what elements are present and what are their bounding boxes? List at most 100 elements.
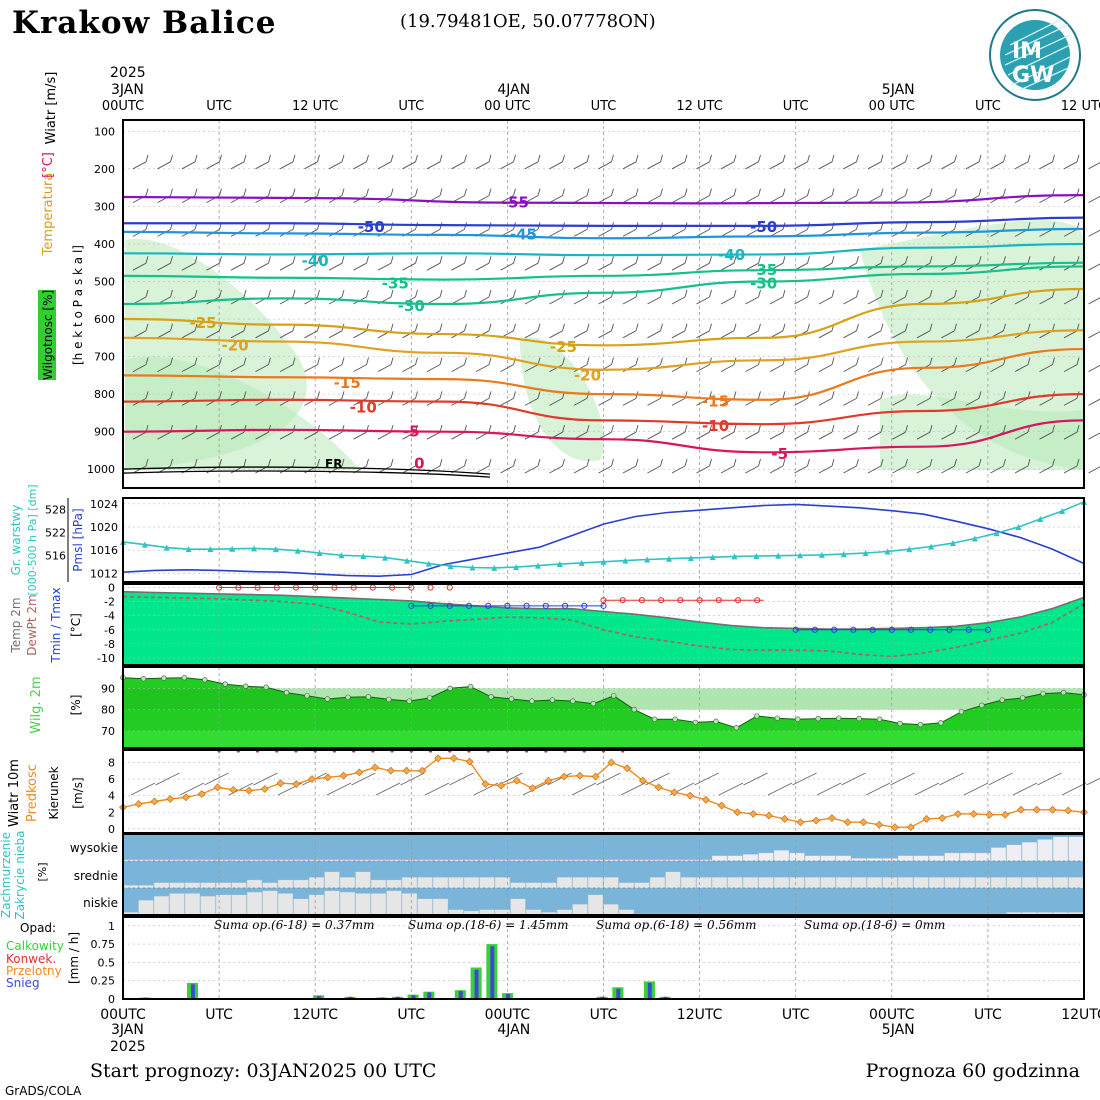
wind-barb xyxy=(145,188,149,196)
wind-barb xyxy=(255,262,269,271)
wind-barb xyxy=(598,431,612,440)
wind-speed-marker xyxy=(843,818,852,827)
cloud-bar xyxy=(618,882,635,889)
wind-speed-marker xyxy=(292,780,301,788)
humidity-marker xyxy=(958,709,965,715)
wind-barb xyxy=(671,431,686,440)
cloud-bar xyxy=(432,898,449,916)
cloud-bar xyxy=(463,877,480,889)
wind-barb xyxy=(892,431,906,440)
cloud-bar xyxy=(603,904,619,916)
wind-barb xyxy=(611,458,614,467)
wind-barb xyxy=(696,397,710,406)
wind-barb xyxy=(647,195,661,204)
wind-barb xyxy=(647,161,661,170)
wind-speed-marker xyxy=(229,785,238,794)
cloud-bar xyxy=(897,877,914,889)
isotherm-label: 0 xyxy=(414,455,424,473)
humidity-marker xyxy=(1060,689,1067,696)
wind-barb xyxy=(880,357,884,365)
wind-barb xyxy=(562,323,565,331)
cloud-bar xyxy=(556,877,573,889)
wind-barb xyxy=(1003,222,1006,230)
wind-barb xyxy=(807,256,810,264)
wind-barb xyxy=(720,364,735,372)
panel-frame xyxy=(122,916,1085,1000)
wind-barb xyxy=(488,256,492,264)
wind-barb xyxy=(451,431,465,440)
wind-barb xyxy=(219,154,222,162)
humidity-marker xyxy=(304,693,310,699)
wind-speed-marker xyxy=(150,797,159,806)
wind-barb xyxy=(145,458,149,467)
wind-barb xyxy=(660,357,663,365)
humidity-marker xyxy=(651,716,658,722)
cloud-bar xyxy=(990,877,1007,889)
wind-speed-marker xyxy=(906,823,915,832)
thickness-marker xyxy=(316,549,323,556)
wind-barb xyxy=(317,256,320,264)
wind-barb xyxy=(758,425,761,433)
wind-barb xyxy=(622,431,637,440)
wind-barb xyxy=(586,458,590,467)
wind-barb xyxy=(366,256,369,264)
wind-barb xyxy=(978,425,982,433)
wind-barb xyxy=(328,364,343,372)
wind-barb xyxy=(880,391,884,399)
wind-barb xyxy=(366,188,369,196)
axis-label-temp-unit: [°C] xyxy=(69,613,83,637)
cloud-bar xyxy=(355,893,371,916)
wind-barb xyxy=(464,323,467,331)
wind-barb xyxy=(219,256,222,264)
cloud-bar xyxy=(866,858,883,862)
thickness-tick: 516 xyxy=(45,549,66,562)
wind-barb xyxy=(537,256,541,264)
cloud-bar xyxy=(246,879,263,889)
wind-barb xyxy=(268,188,271,196)
wind-barb xyxy=(537,458,541,467)
wind-barb xyxy=(402,364,416,372)
wind-barb xyxy=(219,458,222,467)
wind-barb xyxy=(709,323,712,331)
wind-barb xyxy=(929,256,933,264)
isotherm-label: -20 xyxy=(574,366,601,384)
wind-barb xyxy=(145,256,149,264)
axis-label-cloud: Zachmurzenie xyxy=(0,832,13,918)
wind-barb xyxy=(782,323,786,331)
humidity-marker xyxy=(242,683,249,689)
wind-barb xyxy=(586,256,590,264)
wind-barb xyxy=(488,289,492,298)
wind-barb xyxy=(243,154,247,162)
wind-barb xyxy=(279,431,294,440)
wind-barb xyxy=(709,458,712,467)
wind-barb xyxy=(206,330,220,339)
wind-barb xyxy=(671,397,686,406)
cloud-bar xyxy=(293,879,309,889)
wind-tick: 2 xyxy=(108,806,115,819)
wind-barb xyxy=(328,161,343,170)
wind-barb xyxy=(415,188,418,196)
wind-barb xyxy=(132,262,147,271)
wind-barb xyxy=(500,195,514,204)
cloud-bar xyxy=(742,877,759,889)
wind-barb xyxy=(647,431,661,440)
bottom-time-label: UTC xyxy=(205,1007,233,1023)
wind-barb xyxy=(145,154,149,162)
wind-barb xyxy=(856,256,859,264)
wind-barb xyxy=(647,397,661,406)
cloud-bar xyxy=(339,877,356,889)
humidity-marker xyxy=(999,697,1005,703)
wind-speed-marker xyxy=(449,754,458,763)
wind-barb xyxy=(916,296,931,305)
wind-direction-barb xyxy=(620,782,646,796)
cloud-bar xyxy=(262,882,278,889)
wind-speed-marker xyxy=(701,795,710,804)
pressure-tick: 700 xyxy=(94,351,115,364)
credit: GrADS/COLA xyxy=(5,1084,82,1098)
wind-barb xyxy=(353,229,367,237)
cloud-cover-panel: Zachmurzenie Zakrycie nieba [%] wysokie sred… xyxy=(0,831,1085,919)
thickness-marker xyxy=(862,549,869,556)
wind-barb xyxy=(1003,256,1006,264)
wind-barb xyxy=(635,323,639,331)
wind-barb xyxy=(1088,229,1100,237)
